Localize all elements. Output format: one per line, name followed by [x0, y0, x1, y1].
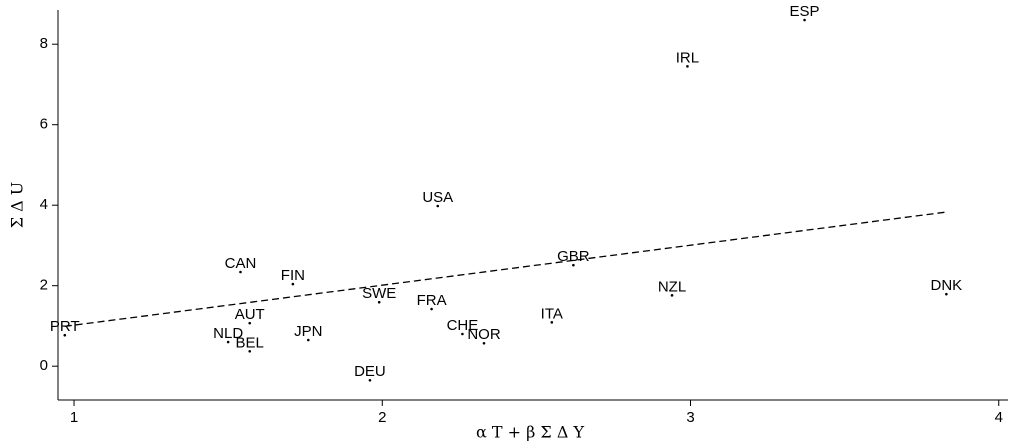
y-tick-label: 2 [40, 277, 48, 294]
point-label: DEU [354, 363, 386, 380]
point-label: FRA [417, 292, 447, 309]
x-tick-label: 2 [378, 409, 386, 426]
point-label: GBR [557, 248, 590, 265]
point [572, 263, 575, 267]
y-axis-label: Σ Δ U [8, 182, 27, 229]
point [436, 204, 440, 208]
point [248, 321, 252, 325]
point [306, 338, 310, 342]
point-label: JPN [294, 323, 322, 340]
point-label: NLD [213, 325, 243, 342]
y-tick-label: 4 [40, 196, 48, 213]
point [482, 341, 486, 345]
point [461, 332, 464, 336]
point-label: DNK [931, 277, 963, 294]
point [430, 307, 433, 311]
y-tick-label: 8 [40, 35, 48, 52]
x-tick-label: 1 [70, 409, 78, 426]
point [248, 350, 252, 353]
point [63, 333, 67, 337]
trend-line [64, 211, 947, 327]
point-label: PRT [50, 318, 80, 335]
point-label: FIN [281, 267, 305, 284]
x-axis-label: α T + β Σ Δ Y [476, 423, 585, 442]
point [945, 292, 948, 296]
point-label: CHE [447, 317, 479, 334]
y-tick-label: 0 [40, 357, 48, 374]
point-label: SWE [362, 285, 396, 302]
point [550, 321, 554, 324]
y-tick-label: 6 [40, 116, 48, 133]
point-label: NZL [658, 278, 686, 295]
point-label: IRL [676, 49, 699, 66]
x-tick-label: 4 [995, 409, 1003, 426]
point-label: BEL [236, 334, 264, 351]
point [670, 294, 674, 297]
point [226, 340, 230, 344]
x-tick-label: 3 [686, 409, 694, 426]
point [377, 300, 381, 304]
point [686, 65, 689, 68]
point-label: ESP [790, 3, 820, 20]
point [803, 18, 806, 22]
point [368, 378, 372, 382]
point [291, 282, 295, 286]
point-label: USA [422, 189, 453, 206]
point-label: CAN [225, 255, 257, 272]
point [239, 270, 242, 274]
point-label: ITA [541, 305, 563, 322]
point-label: NOR [467, 326, 501, 343]
point-label: AUT [235, 306, 265, 323]
